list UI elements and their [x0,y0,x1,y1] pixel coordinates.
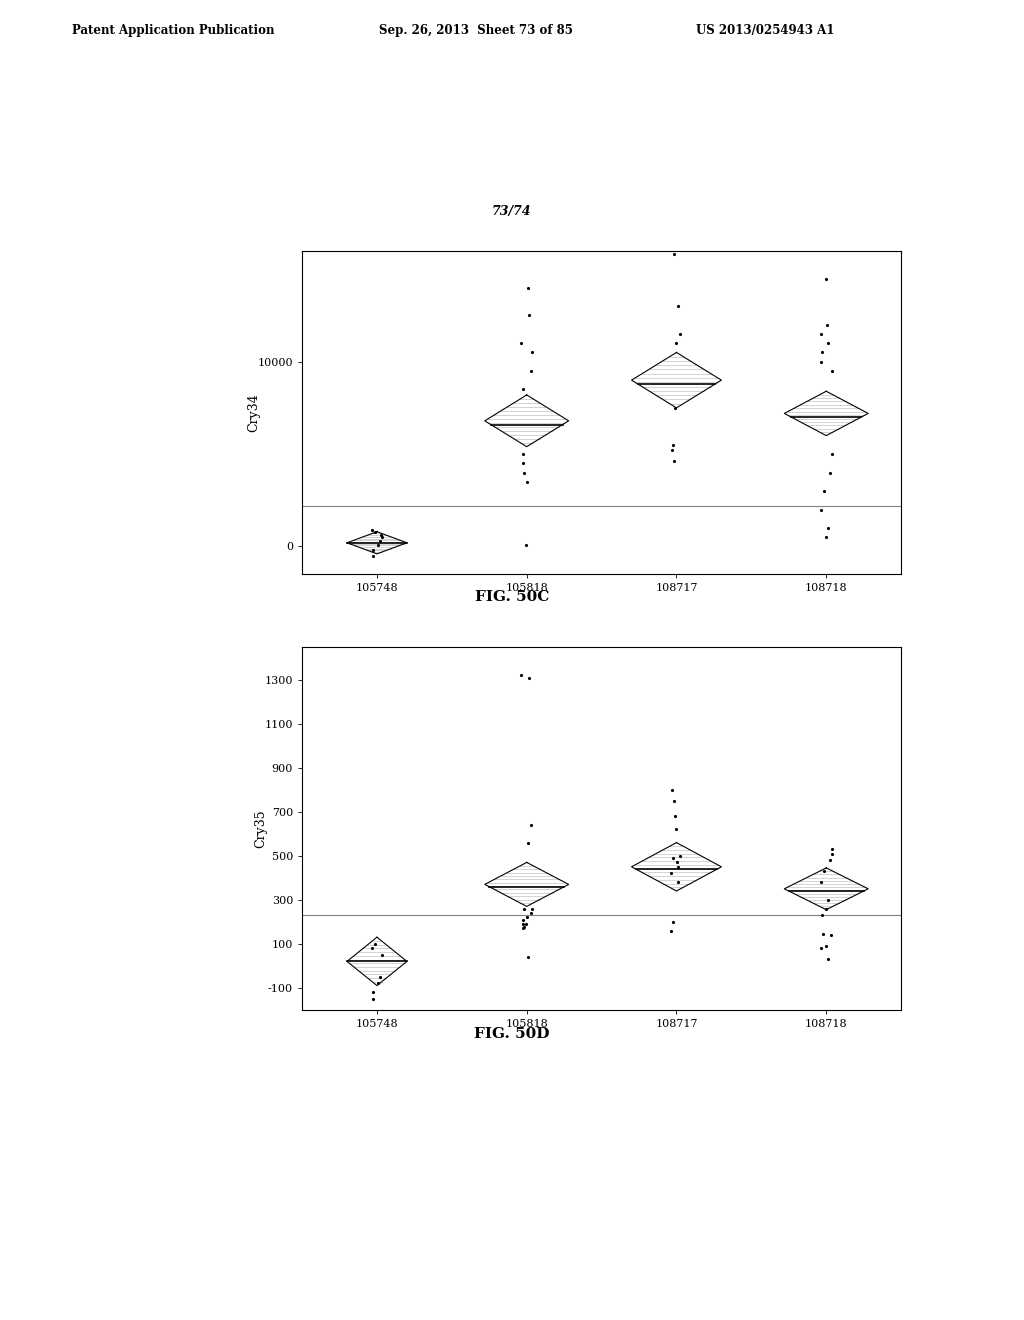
Polygon shape [347,532,407,554]
Text: FIG. 50D: FIG. 50D [474,1027,550,1041]
Polygon shape [484,395,568,446]
Text: Sep. 26, 2013  Sheet 73 of 85: Sep. 26, 2013 Sheet 73 of 85 [379,24,572,37]
Y-axis label: Cry34: Cry34 [247,393,260,432]
Polygon shape [784,391,868,436]
Polygon shape [784,869,868,909]
Polygon shape [347,937,407,986]
Text: 73/74: 73/74 [493,205,531,218]
Polygon shape [632,842,721,891]
Polygon shape [632,352,721,408]
Text: Patent Application Publication: Patent Application Publication [72,24,274,37]
Text: US 2013/0254943 A1: US 2013/0254943 A1 [696,24,835,37]
Polygon shape [484,862,568,907]
Text: FIG. 50C: FIG. 50C [475,590,549,605]
Y-axis label: Cry35: Cry35 [254,809,267,847]
